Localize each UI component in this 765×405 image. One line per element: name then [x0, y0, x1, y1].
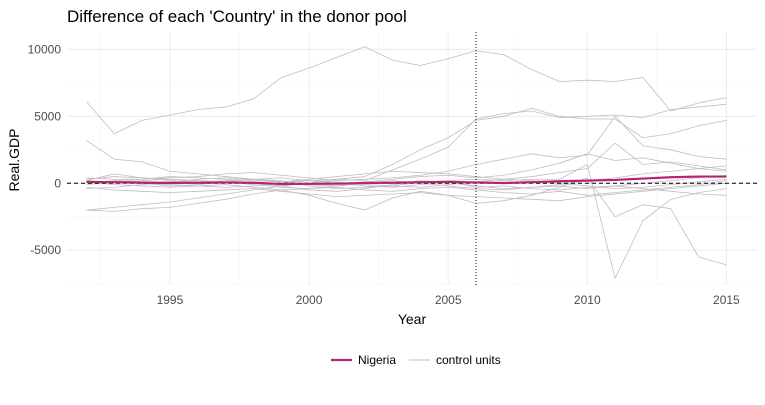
control-unit-line [86, 46, 727, 135]
reference-lines [67, 32, 757, 285]
control-unit-line [86, 178, 727, 190]
y-axis-title: Real.GDP [6, 128, 22, 191]
x-axis-title: Year [398, 311, 427, 327]
x-tick-label: 2010 [574, 293, 601, 307]
y-tick-label: 0 [54, 176, 61, 190]
control-unit-line [86, 107, 727, 211]
control-unit-line [86, 103, 727, 183]
control-unit-lines [86, 46, 727, 279]
y-tick-label: 5000 [34, 109, 61, 123]
x-tick-label: 2015 [713, 293, 740, 307]
chart-title: Difference of each 'Country' in the dono… [67, 7, 407, 26]
control-unit-line [86, 182, 727, 202]
x-tick-label: 2000 [296, 293, 323, 307]
control-unit-line [86, 115, 727, 181]
y-tick-label: -5000 [30, 243, 61, 257]
x-tick-label: 1995 [157, 293, 184, 307]
nigeria-line [86, 175, 727, 186]
control-unit-line [86, 142, 727, 184]
treated-line [86, 175, 727, 186]
y-axis-ticks: -5000 0 5000 10000 [28, 42, 62, 257]
control-unit-line [86, 180, 727, 196]
legend-label-control-units: control units [436, 353, 501, 367]
control-unit-line [86, 177, 727, 266]
grid [67, 32, 757, 285]
y-tick-label: 10000 [28, 42, 62, 56]
x-axis-ticks: 1995 2000 2005 2010 2015 [157, 293, 740, 307]
legend-label-nigeria: Nigeria [358, 353, 396, 367]
legend: Nigeria control units [331, 353, 501, 367]
control-unit-line [86, 177, 727, 196]
x-tick-label: 2005 [435, 293, 462, 307]
